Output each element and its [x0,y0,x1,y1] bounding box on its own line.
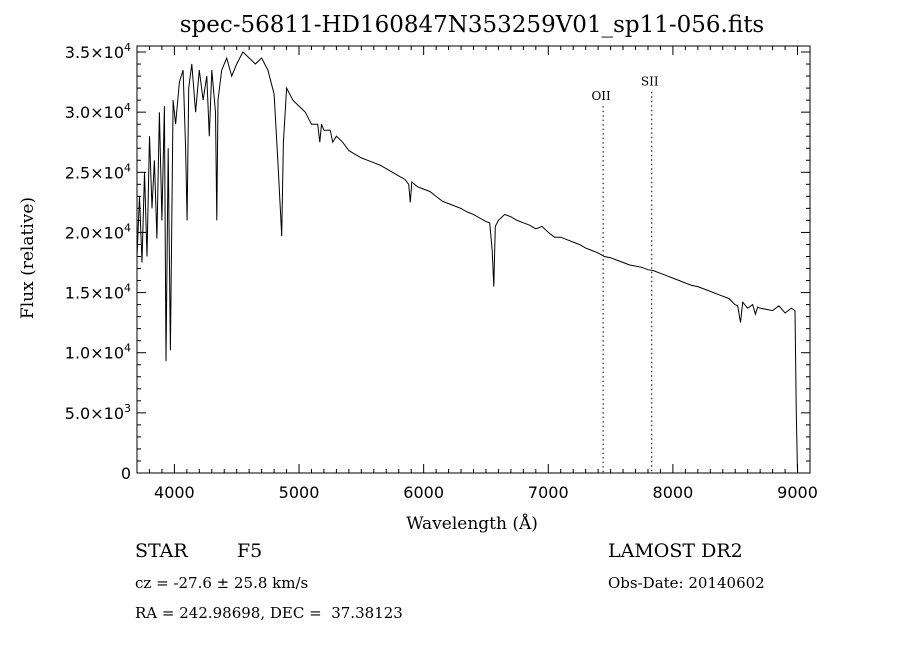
x-tick-label: 4000 [154,483,195,502]
y-axis: 0 5.0×103 1.0×104 1.5×104 2.0×104 2.5×104 3.0×… [65,41,810,483]
y-tick-label: 0 [121,464,131,483]
line-annotations: OII SII [591,75,659,473]
y-tick-label: 3.0×104 [65,101,131,122]
redshift-text: cz = -27.6 ± 25.8 km/s [135,574,309,592]
y-tick-label: 5.0×103 [65,402,131,423]
coordinates-text: RA = 242.98698, DEC = 37.38123 [135,604,403,622]
y-tick-label: 1.0×104 [65,342,131,363]
y-tick-label: 3.5×104 [65,41,131,62]
y-tick-label: 2.5×104 [65,161,131,182]
y-tick-label: 2.0×104 [65,221,131,242]
x-axis-label: Wavelength (Å) [406,513,538,534]
x-axis: 4000 5000 6000 7000 8000 9000 [136,46,818,502]
spectrum-line [136,51,798,474]
y-tick-label: 1.5×104 [65,282,131,303]
x-tick-label: 5000 [279,483,320,502]
x-tick-label: 6000 [403,483,444,502]
x-tick-label: 8000 [653,483,694,502]
chart-title: spec-56811-HD160847N353259V01_sp11-056.f… [180,12,765,38]
annotation-label: SII [641,75,659,89]
y-axis-label: Flux (relative) [18,197,38,319]
object-subclass: F5 [237,540,263,562]
plot-frame [136,45,811,474]
survey-name: LAMOST DR2 [608,540,743,562]
observation-date: Obs-Date: 20140602 [608,574,765,592]
object-class: STAR [135,540,188,562]
x-tick-label: 9000 [777,483,818,502]
x-tick-label: 7000 [528,483,569,502]
annotation-label: OII [591,89,611,103]
